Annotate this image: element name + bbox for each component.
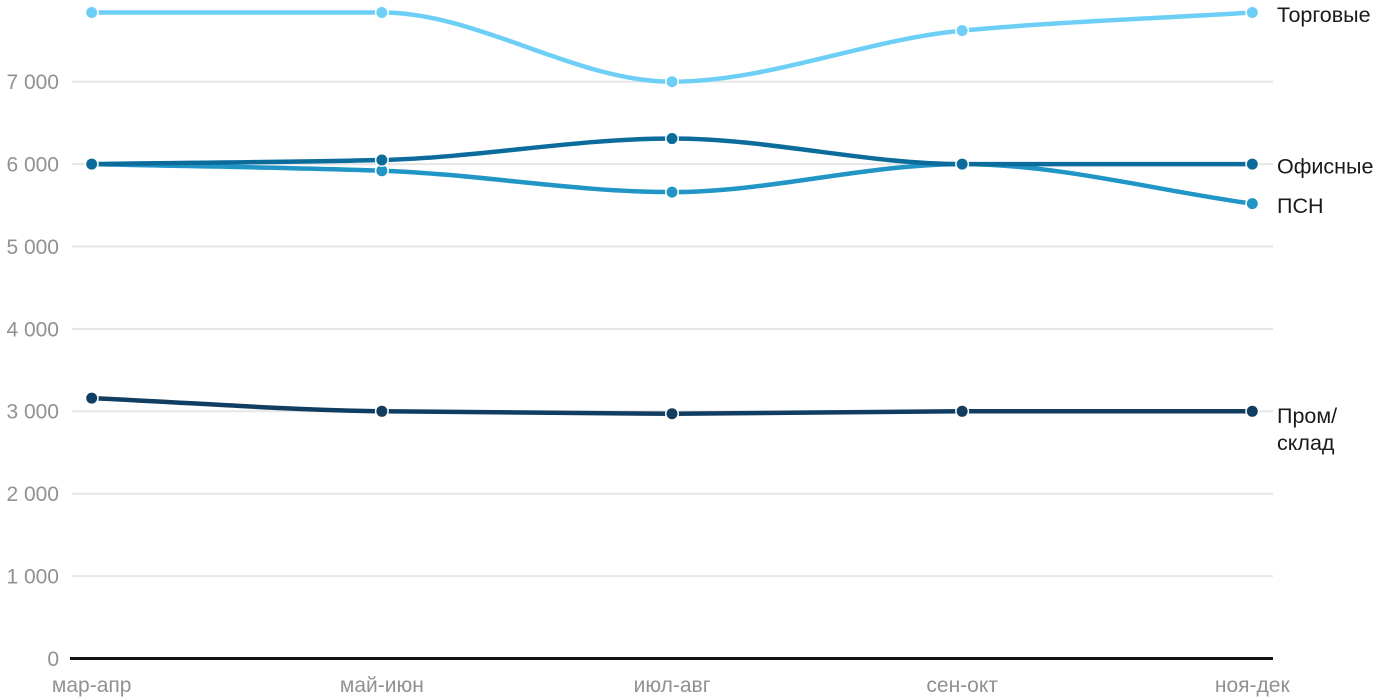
y-axis-tick-label: 1 000 xyxy=(6,565,59,588)
series-label-ofisnye: Офисные xyxy=(1277,155,1373,179)
series-ofisnye: Офисные xyxy=(84,131,1373,179)
data-point-prom-sklad-1[interactable] xyxy=(376,405,388,417)
y-axis-tick-label: 5 000 xyxy=(6,236,59,259)
y-axis-tick-label: 2 000 xyxy=(6,483,59,506)
data-point-psn-2[interactable] xyxy=(666,186,678,198)
data-point-psn-4[interactable] xyxy=(1246,198,1258,210)
data-point-ofisnye-0[interactable] xyxy=(86,158,98,170)
x-axis-tick-label: мар-апр xyxy=(52,674,132,697)
y-axis-labels-group: 0 1 000 2 000 3 000 4 000 5 000 6 000 7 000 xyxy=(6,71,59,671)
data-point-torgovye-3[interactable] xyxy=(956,25,968,37)
gridlines-group xyxy=(72,80,1273,578)
x-axis-tick-label: май-июн xyxy=(340,674,424,697)
y-axis-tick-label: 3 000 xyxy=(6,401,59,424)
series-label-torgovye: Торговые xyxy=(1277,3,1371,27)
data-point-torgovye-1[interactable] xyxy=(376,6,388,18)
series-label-prom-sklad: Пром/склад xyxy=(1277,404,1337,455)
x-axis-labels-group: мар-апр май-июн июл-авг сен-окт ноя-дек xyxy=(52,674,1291,697)
data-point-prom-sklad-2[interactable] xyxy=(666,408,678,420)
data-point-ofisnye-3[interactable] xyxy=(956,158,968,170)
series-prom-sklad: Пром/склад xyxy=(84,391,1337,455)
y-axis-tick-label: 0 xyxy=(47,648,59,671)
x-axis-tick-label: сен-окт xyxy=(926,674,998,697)
x-axis-tick-label: июл-авг xyxy=(634,674,711,697)
data-point-torgovye-4[interactable] xyxy=(1246,6,1258,18)
data-point-prom-sklad-3[interactable] xyxy=(956,405,968,417)
y-axis-tick-label: 7 000 xyxy=(6,71,59,94)
data-point-torgovye-0[interactable] xyxy=(86,6,98,18)
x-axis-tick-label: ноя-дек xyxy=(1215,674,1291,697)
data-point-prom-sklad-4[interactable] xyxy=(1246,405,1258,417)
data-point-ofisnye-4[interactable] xyxy=(1246,158,1258,170)
data-point-ofisnye-2[interactable] xyxy=(666,133,678,145)
series-torgovye: Торговые xyxy=(84,3,1371,89)
y-axis-tick-label: 6 000 xyxy=(6,153,59,176)
data-point-torgovye-2[interactable] xyxy=(666,76,678,88)
series-label-psn: ПСН xyxy=(1277,194,1324,218)
y-axis-tick-label: 4 000 xyxy=(6,318,59,341)
data-point-prom-sklad-0[interactable] xyxy=(86,392,98,404)
series-line-torgovye xyxy=(89,10,1255,84)
data-point-ofisnye-1[interactable] xyxy=(376,154,388,166)
data-point-psn-1[interactable] xyxy=(376,165,388,177)
